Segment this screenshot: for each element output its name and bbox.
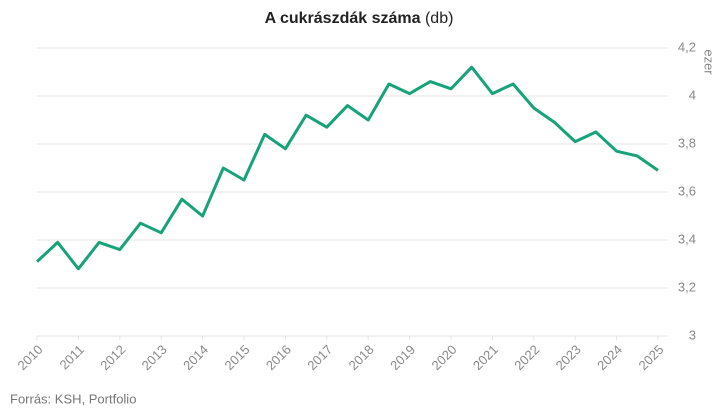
y-tick-label: 3,6 bbox=[678, 183, 696, 198]
x-tick-label: 2017 bbox=[304, 342, 335, 373]
x-tick-label: 2021 bbox=[470, 342, 501, 373]
x-tick-label: 2024 bbox=[594, 342, 625, 373]
x-tick-label: 2011 bbox=[57, 342, 87, 372]
x-tick-label: 2012 bbox=[97, 342, 128, 373]
y-tick-label: 4,2 bbox=[678, 39, 696, 54]
y-axis-label: ezer bbox=[702, 49, 717, 75]
y-tick-label: 3,2 bbox=[678, 279, 696, 294]
x-tick-label: 2016 bbox=[263, 342, 294, 373]
x-tick-label: 2010 bbox=[14, 342, 45, 373]
x-tick-label: 2015 bbox=[221, 342, 252, 373]
chart-title: A cukrászdák száma bbox=[265, 10, 421, 27]
x-tick-label: 2020 bbox=[428, 342, 459, 373]
y-tick-label: 3,4 bbox=[678, 231, 696, 246]
line bbox=[35, 65, 659, 271]
x-tick-label: 2014 bbox=[180, 342, 211, 373]
y-tick-label: 3,8 bbox=[678, 135, 696, 150]
title-unit: (db) bbox=[425, 10, 453, 27]
x-tick-label: 2013 bbox=[139, 342, 170, 373]
chart-title-group: A cukrászdák száma (db) bbox=[265, 10, 454, 27]
x-tick-label: 2018 bbox=[346, 342, 377, 373]
x-tick-label: 2019 bbox=[387, 342, 418, 373]
source: Forrás: KSH, Portfolio bbox=[10, 391, 136, 406]
y-tick-label: 3 bbox=[689, 327, 696, 342]
x-tick-label: 2025 bbox=[635, 342, 666, 373]
x-tick-label: 2022 bbox=[511, 342, 542, 373]
y-tick-label: 4 bbox=[689, 87, 696, 102]
x-tick-label: 2023 bbox=[553, 342, 584, 373]
